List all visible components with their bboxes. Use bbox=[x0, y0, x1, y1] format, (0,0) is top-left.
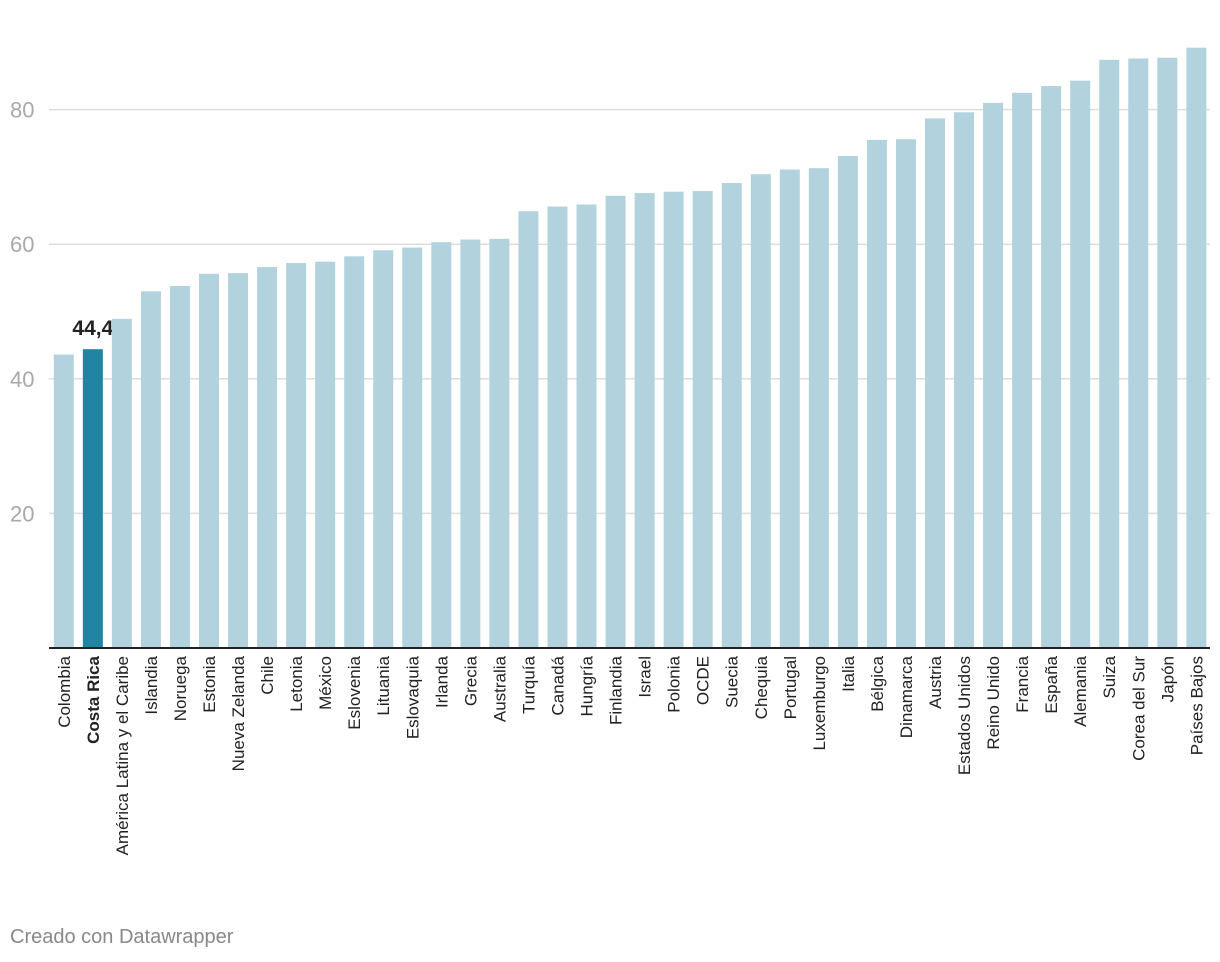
category-label: Lituania bbox=[374, 655, 393, 715]
category-label: Islandia bbox=[142, 655, 161, 714]
category-label: Australia bbox=[490, 655, 509, 722]
category-label: Grecia bbox=[461, 655, 480, 706]
bar bbox=[402, 247, 423, 648]
bar bbox=[983, 102, 1004, 649]
bar bbox=[1012, 92, 1033, 648]
category-label: Noruega bbox=[171, 655, 190, 721]
category-label: Estonia bbox=[200, 655, 219, 712]
bar bbox=[750, 174, 771, 648]
category-label: Irlanda bbox=[432, 655, 451, 708]
bar bbox=[431, 242, 452, 648]
bar bbox=[605, 195, 626, 648]
bar bbox=[257, 267, 278, 648]
bar bbox=[199, 273, 219, 648]
category-label: Eslovenia bbox=[345, 655, 364, 729]
y-tick-label: 60 bbox=[10, 232, 34, 257]
bar bbox=[344, 256, 365, 648]
bar bbox=[634, 193, 655, 648]
bar bbox=[866, 139, 887, 648]
category-label: Japón bbox=[1158, 656, 1177, 702]
bar bbox=[1041, 86, 1062, 649]
category-label: Hungría bbox=[578, 655, 597, 716]
y-tick-label: 80 bbox=[10, 98, 34, 123]
category-label: América Latina y el Caribe bbox=[113, 656, 132, 855]
bar bbox=[1099, 59, 1120, 649]
bar bbox=[228, 273, 249, 648]
category-label: Eslovaquia bbox=[403, 655, 422, 739]
category-label: México bbox=[316, 656, 335, 710]
bar bbox=[721, 182, 742, 648]
bar bbox=[663, 191, 684, 648]
bar bbox=[837, 156, 858, 649]
category-label: Costa Rica bbox=[84, 655, 103, 743]
category-label: Italia bbox=[839, 655, 858, 691]
category-label: Austria bbox=[926, 655, 945, 708]
category-label: Chequia bbox=[752, 655, 771, 719]
bar bbox=[1128, 58, 1149, 648]
category-label: Alemania bbox=[1071, 655, 1090, 726]
category-label: Suiza bbox=[1100, 655, 1119, 698]
category-label: Portugal bbox=[781, 656, 800, 719]
bar bbox=[779, 169, 800, 648]
category-label: España bbox=[1042, 655, 1061, 713]
credit-text: Creado con Datawrapper bbox=[10, 926, 234, 948]
y-tick-label: 40 bbox=[10, 367, 34, 392]
category-label: Polonia bbox=[665, 655, 684, 712]
bar bbox=[82, 349, 103, 648]
bar bbox=[373, 250, 394, 648]
category-label: Luxemburgo bbox=[810, 656, 829, 751]
bar bbox=[547, 206, 568, 648]
bar bbox=[1070, 80, 1091, 648]
category-label: Colombia bbox=[55, 655, 74, 727]
category-label: Nueva Zelanda bbox=[229, 655, 248, 771]
category-label: Letonia bbox=[287, 655, 306, 711]
category-label: Israel bbox=[636, 656, 655, 698]
y-tick-label: 20 bbox=[10, 501, 34, 526]
bar bbox=[460, 239, 481, 648]
bar bbox=[53, 354, 74, 648]
bar bbox=[954, 112, 975, 649]
bar bbox=[140, 291, 161, 648]
category-label: Francia bbox=[1013, 655, 1032, 712]
category-label: Turquía bbox=[519, 655, 538, 714]
category-label: Países Bajos bbox=[1187, 656, 1206, 755]
bar bbox=[489, 238, 510, 649]
category-label: Finlandia bbox=[607, 655, 626, 725]
bar bbox=[808, 168, 829, 648]
category-label: Chile bbox=[258, 656, 277, 695]
category-label: Dinamarca bbox=[897, 655, 916, 738]
bar bbox=[315, 261, 336, 648]
category-label: Bélgica bbox=[868, 655, 887, 711]
bar bbox=[1157, 57, 1178, 649]
data-label: 44,4 bbox=[72, 317, 113, 340]
bar bbox=[925, 118, 945, 648]
bar bbox=[1186, 47, 1207, 648]
category-label: Suecia bbox=[723, 655, 742, 708]
bar bbox=[692, 191, 713, 648]
bar bbox=[576, 204, 597, 649]
bar bbox=[286, 263, 307, 648]
category-label: Reino Unido bbox=[984, 656, 1003, 750]
category-label: Estados Unidos bbox=[955, 656, 974, 775]
category-label: Canadá bbox=[548, 655, 567, 715]
bar bbox=[518, 211, 539, 648]
bar bbox=[895, 139, 916, 648]
bar bbox=[169, 285, 190, 648]
bar-chart: 20 40 60 80 Colombia Costa Rica 44,4 América La… bbox=[10, 47, 1210, 855]
category-label: OCDE bbox=[694, 656, 713, 705]
bar bbox=[111, 318, 132, 648]
category-label: Corea del Sur bbox=[1129, 656, 1148, 761]
